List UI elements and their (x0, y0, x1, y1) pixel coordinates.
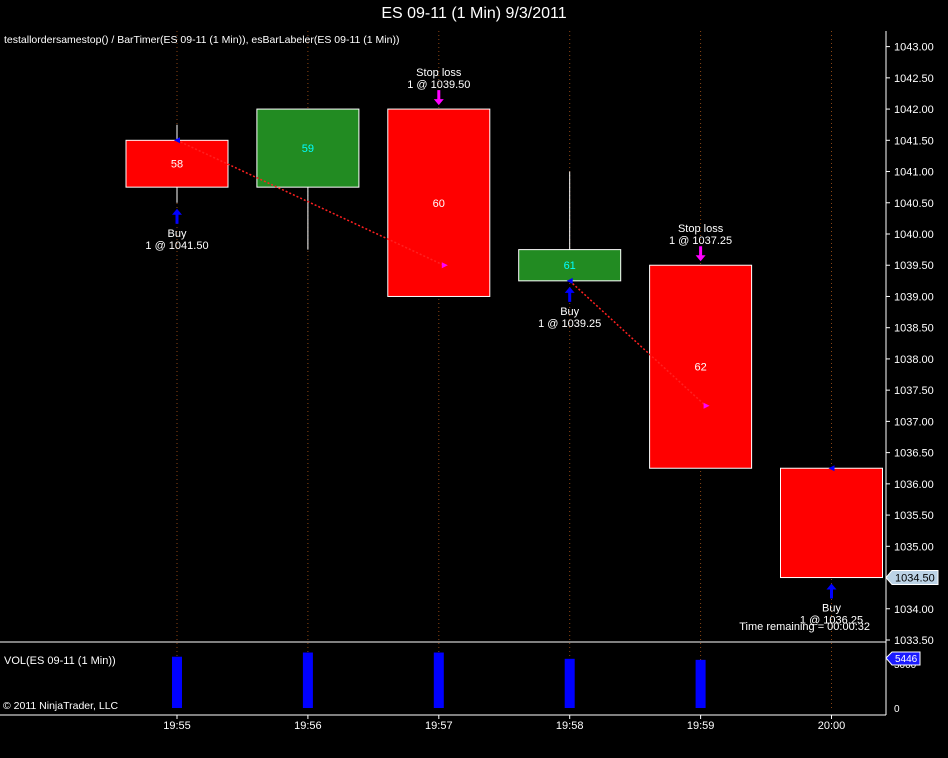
trade-line (176, 139, 445, 266)
buy-price-label: 1 @ 1039.25 (538, 318, 601, 330)
buy-price-label: 1 @ 1036.25 (800, 615, 863, 627)
last-price-tag (885, 570, 939, 586)
price-tick-label: 1036.50 (894, 448, 934, 460)
buy-label: Buy (560, 306, 579, 318)
stop-arrow-icon (433, 90, 444, 106)
price-tick-label: 1034.00 (894, 604, 934, 616)
buy-label: Buy (822, 603, 841, 615)
fill-marker (174, 137, 180, 144)
candle-body[interactable] (125, 139, 229, 188)
price-tick-label: 1037.00 (894, 416, 934, 428)
volume-tick-label: 0 (894, 704, 900, 715)
price-tick-label: 1041.50 (894, 135, 934, 147)
stop-price-label: 1 @ 1039.50 (407, 79, 470, 91)
buy-arrow-icon (564, 286, 575, 302)
volume-bar[interactable] (564, 658, 575, 708)
price-axis: 1033.50 1034.00 1034.50 1035.00 1035.50 1036.… (0, 31, 939, 732)
candle-body[interactable] (780, 467, 883, 579)
candle-body[interactable] (649, 264, 753, 469)
buy-arrow-icon (826, 583, 837, 599)
price-tick-label: 1035.00 (894, 541, 934, 553)
price-tick-label: 1041.00 (894, 167, 934, 179)
stop-arrow-icon (695, 246, 706, 262)
bar-number-label: 61 (564, 260, 576, 272)
bar-number-label: 59 (302, 143, 314, 155)
labels-layer: testallordersamestop() / BarTimer(ES 09-… (3, 34, 870, 712)
time-tick-label: 19:57 (425, 720, 453, 732)
stop-label: Stop loss (416, 67, 462, 79)
price-tick-label: 1040.00 (894, 229, 934, 241)
time-tick-label: 19:55 (163, 720, 191, 732)
fill-marker (828, 465, 835, 472)
fill-marker (703, 402, 710, 409)
last-volume-label: 5446 (895, 654, 918, 665)
volume-bar[interactable] (172, 656, 182, 708)
price-tick-label: 1043.00 (894, 42, 934, 54)
buy-price-label: 1 @ 1041.50 (145, 240, 208, 252)
volume-bar[interactable] (695, 659, 706, 708)
volume-bar[interactable] (433, 652, 444, 708)
volume-layer (172, 652, 706, 708)
price-tick-label: 1038.50 (894, 323, 934, 335)
candle-body[interactable] (387, 108, 491, 297)
indicator-label: testallordersamestop() / BarTimer(ES 09-… (4, 34, 399, 46)
buy-label: Buy (168, 228, 187, 240)
price-tick-label: 1040.50 (894, 198, 934, 210)
time-tick-label: 19:56 (294, 720, 322, 732)
last-volume-tag (885, 651, 921, 666)
bar-number-label: 60 (433, 198, 445, 210)
chart-title: ES 09-11 (1 Min) 9/3/2011 (381, 5, 567, 22)
time-tick-label: 20:00 (818, 720, 846, 732)
price-tick-label: 1039.50 (894, 260, 934, 272)
price-tick-label: 1036.00 (894, 479, 934, 491)
copyright-label: © 2011 NinjaTrader, LLC (3, 700, 119, 712)
time-tick-label: 19:58 (556, 720, 584, 732)
buy-arrow-icon (172, 208, 182, 224)
fill-marker (566, 277, 573, 284)
price-tick-label: 1035.50 (894, 510, 934, 522)
price-tick-label: 1037.50 (894, 385, 934, 397)
trade-line (569, 280, 707, 407)
candle-body[interactable] (518, 249, 622, 282)
volume-panel-label: VOL(ES 09-11 (1 Min)) (4, 655, 116, 667)
price-tick-label: 1033.50 (894, 635, 934, 647)
time-remaining-label: Time remaining = 00:00:32 (739, 621, 870, 633)
price-tick-label: 1038.00 (894, 354, 934, 366)
time-tick-label: 19:59 (687, 720, 715, 732)
last-price-label: 1034.50 (895, 573, 935, 585)
bar-number-label: 58 (171, 159, 183, 171)
bar-number-label: 62 (694, 362, 706, 374)
candles-layer: 58 59 60 61 62 (125, 108, 883, 579)
volume-bar[interactable] (302, 652, 313, 708)
price-tick-label: 1039.00 (894, 291, 934, 303)
price-tick-label: 1042.50 (894, 73, 934, 85)
stop-price-label: 1 @ 1037.25 (669, 235, 732, 247)
fill-marker (441, 262, 448, 269)
candle-body[interactable] (256, 108, 360, 188)
price-tick-label: 1042.00 (894, 104, 934, 116)
stop-label: Stop loss (678, 223, 724, 235)
